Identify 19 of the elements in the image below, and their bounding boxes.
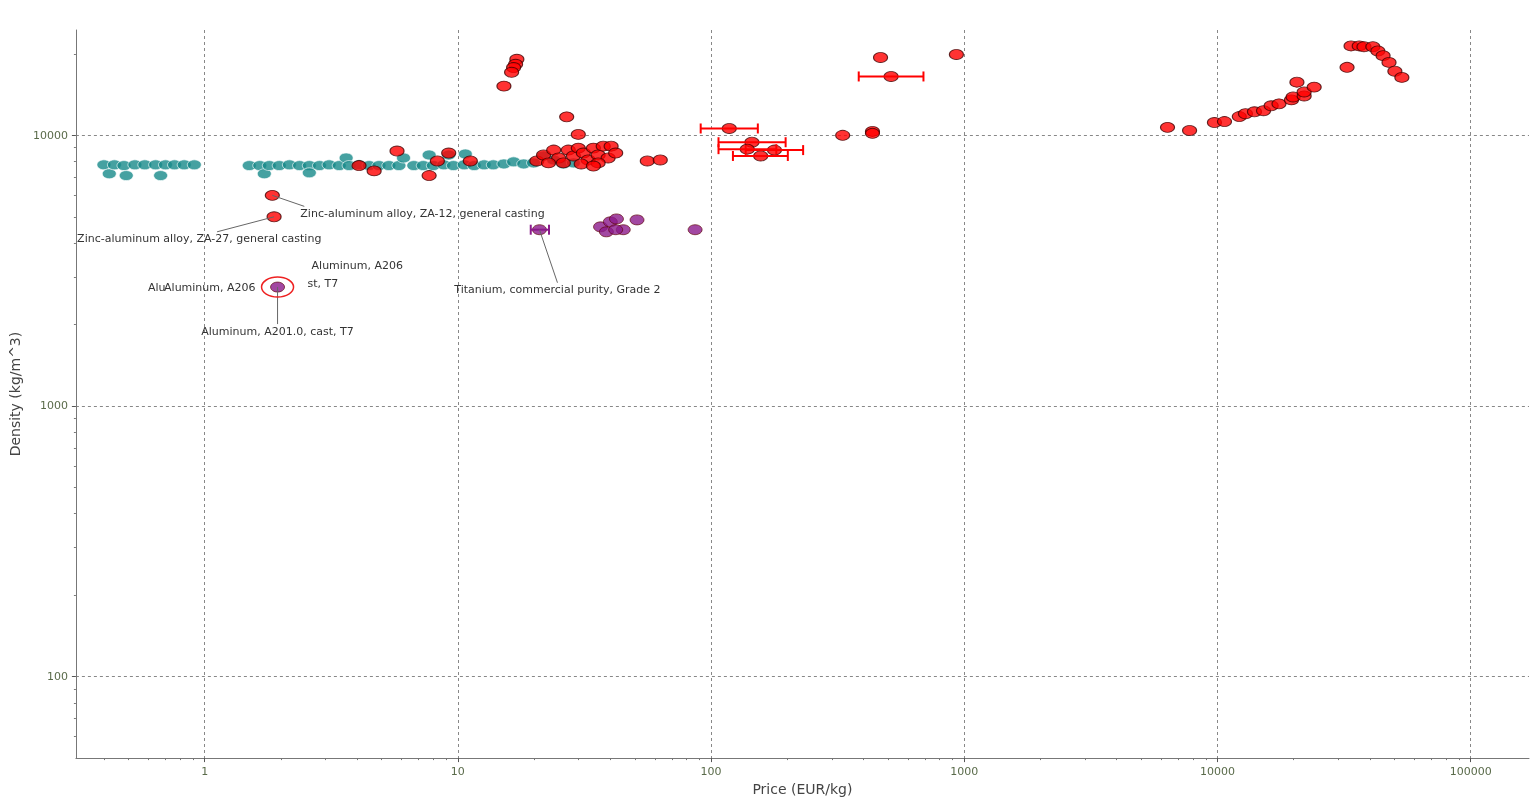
y-tick-label: 1000: [39, 399, 68, 413]
annotation: Zinc-aluminum alloy, ZA-12, general casting: [300, 206, 545, 220]
annotation: Titanium, commercial purity, Grade 2: [453, 283, 661, 297]
y-tick-label: 10000: [32, 128, 68, 142]
x-tick-label: 1: [201, 765, 209, 779]
annotation: Aluminum, A206: [311, 258, 404, 272]
x-tick-label: 10: [450, 765, 465, 779]
annotation: st, T7: [307, 276, 339, 290]
annotation: Aluminum, A206: [164, 280, 256, 294]
annotation: Alu: [147, 280, 166, 294]
x-tick-label: 100000: [1449, 765, 1492, 779]
x-tick-label: 1000: [950, 765, 979, 779]
x-tick-label: 10000: [1199, 765, 1235, 779]
y-axis-title: Density (kg/m^3): [7, 331, 23, 457]
y-tick-label: 100: [46, 670, 68, 684]
annotation: Zinc-aluminum alloy, ZA-27, general casting: [77, 232, 322, 246]
annotation: Aluminum, A201.0, cast, T7: [201, 324, 354, 338]
x-tick-label: 100: [700, 765, 722, 779]
x-axis-title: Price (EUR/kg): [752, 781, 853, 797]
